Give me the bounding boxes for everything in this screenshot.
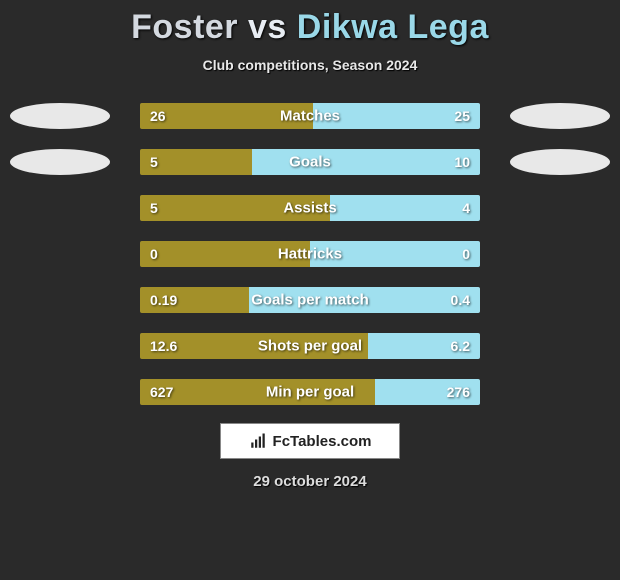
player2-name: Dikwa Lega	[297, 8, 489, 46]
bar-left	[140, 379, 375, 405]
stat-left-value: 5	[150, 154, 158, 170]
stat-right-value: 25	[454, 108, 470, 124]
stat-bar: 0.190.4Goals per match	[140, 287, 480, 313]
brand-badge: FcTables.com	[220, 423, 400, 459]
stat-right-value: 6.2	[451, 338, 470, 354]
stat-right-value: 0.4	[451, 292, 470, 308]
stat-right-value: 4	[462, 200, 470, 216]
player1-badge	[10, 103, 110, 129]
stat-right-value: 0	[462, 246, 470, 262]
stat-row: 54Assists	[0, 193, 620, 223]
bar-right	[249, 287, 480, 313]
stat-bar: 2625Matches	[140, 103, 480, 129]
stat-left-value: 12.6	[150, 338, 177, 354]
stat-right-value: 10	[454, 154, 470, 170]
stat-row: 0.190.4Goals per match	[0, 285, 620, 315]
stat-row: 00Hattricks	[0, 239, 620, 269]
chart-icon	[249, 432, 267, 450]
stat-left-value: 5	[150, 200, 158, 216]
stat-right-value: 276	[447, 384, 470, 400]
stat-row: 510Goals	[0, 147, 620, 177]
stat-left-value: 26	[150, 108, 166, 124]
stat-row: 12.66.2Shots per goal	[0, 331, 620, 361]
bar-left	[140, 103, 313, 129]
stat-left-value: 0.19	[150, 292, 177, 308]
stat-bar: 12.66.2Shots per goal	[140, 333, 480, 359]
date-text: 29 october 2024	[0, 473, 620, 490]
stat-bar: 510Goals	[140, 149, 480, 175]
player1-badge	[10, 149, 110, 175]
stat-row: 2625Matches	[0, 101, 620, 131]
comparison-title: Foster vs Dikwa Lega	[0, 0, 620, 47]
brand-text: FcTables.com	[273, 433, 372, 450]
subtitle: Club competitions, Season 2024	[0, 57, 620, 73]
stat-bar: 627276Min per goal	[140, 379, 480, 405]
stat-left-value: 0	[150, 246, 158, 262]
player2-badge	[510, 149, 610, 175]
bar-right	[330, 195, 480, 221]
player2-badge	[510, 103, 610, 129]
bar-left	[140, 241, 310, 267]
stat-left-value: 627	[150, 384, 173, 400]
bar-right	[252, 149, 480, 175]
stats-container: 2625Matches510Goals54Assists00Hattricks0…	[0, 101, 620, 407]
stat-bar: 00Hattricks	[140, 241, 480, 267]
vs-text: vs	[248, 8, 287, 46]
bar-right	[310, 241, 480, 267]
stat-row: 627276Min per goal	[0, 377, 620, 407]
bar-left	[140, 195, 330, 221]
player1-name: Foster	[131, 8, 238, 46]
stat-bar: 54Assists	[140, 195, 480, 221]
